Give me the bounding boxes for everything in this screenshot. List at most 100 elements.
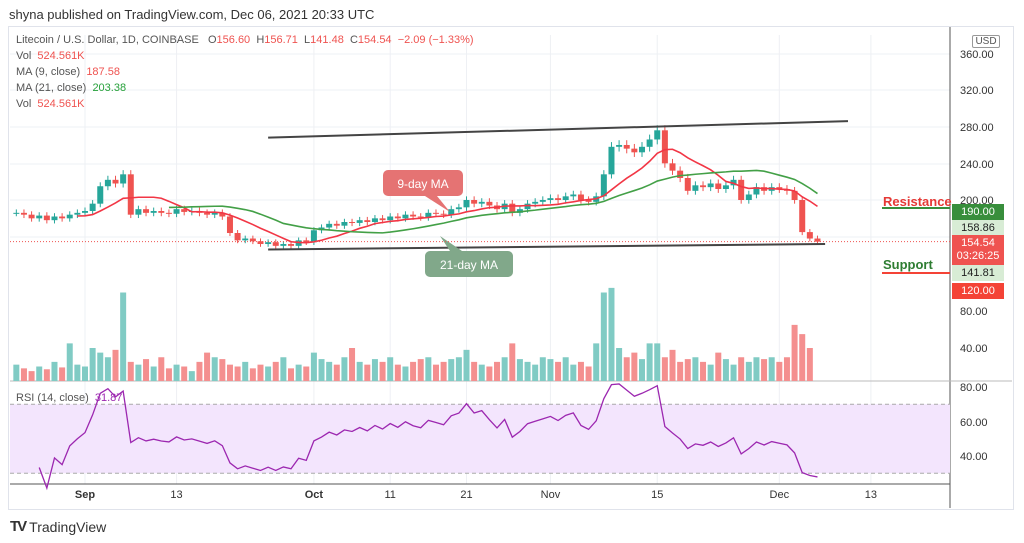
candle-body [402, 214, 409, 219]
volume-bar [402, 366, 409, 381]
volume-bar [471, 361, 478, 381]
volume-bar [196, 361, 203, 381]
volume-bar [265, 366, 272, 381]
legend-symbol: Litecoin / U.S. Dollar, 1D, COINBASE O15… [16, 34, 474, 46]
candle-body [333, 223, 340, 226]
candle-body [272, 242, 279, 246]
volume-bar [234, 366, 241, 381]
volume-bar [379, 361, 386, 381]
trend-line [268, 243, 826, 251]
volume-bar [432, 364, 439, 381]
candle-body [82, 211, 88, 213]
volume-bar [463, 349, 470, 381]
volume-bar [562, 357, 569, 381]
candle-body [303, 240, 310, 243]
volume-bar [59, 367, 66, 381]
volume-bar [425, 357, 432, 381]
candle-body [173, 209, 180, 214]
volume-bar [440, 361, 447, 381]
rsi-tick: 60.00 [960, 417, 988, 429]
candle-body [97, 186, 104, 204]
candle-body [806, 232, 813, 239]
l-label: L [304, 34, 311, 46]
volume-bar [753, 357, 760, 381]
candle-body [700, 185, 707, 188]
date-tick: Sep [75, 489, 95, 501]
volume-bar [356, 361, 363, 381]
candle-body [181, 209, 188, 212]
ma21-callout-text: 21-day MA [440, 258, 498, 272]
volume-bar [494, 361, 501, 381]
ma9-value: 187.58 [86, 66, 120, 78]
volume-bar [677, 361, 684, 381]
candle-body [135, 209, 142, 215]
volume-tick: 80.00 [960, 306, 988, 318]
date-tick: Dec [770, 489, 790, 501]
volume-bar [600, 292, 607, 381]
volume-bar [394, 364, 401, 381]
candle-body [127, 174, 134, 215]
volume-bar [616, 348, 623, 381]
candle-body [226, 216, 233, 234]
volume-bar [295, 364, 302, 381]
candle-body [539, 200, 546, 202]
footer-brand[interactable]: TV TradingView [10, 518, 106, 535]
candle-body [532, 201, 539, 204]
volume-bar [722, 359, 729, 381]
candle-body [89, 203, 96, 212]
ma2-price-tag: 141.81 [952, 265, 1004, 281]
chart-frame[interactable] [8, 26, 1014, 510]
candle-body [394, 216, 401, 219]
volume-bar [226, 364, 233, 381]
ma21-line [168, 169, 818, 234]
legend-ma9: MA (9, close) 187.58 [16, 66, 120, 78]
candle-body [661, 130, 668, 164]
candle-body [356, 220, 363, 223]
candle-body [669, 163, 676, 171]
candle-body [257, 241, 264, 245]
volume-bar [783, 357, 790, 381]
legend-vol: Vol 524.561K [16, 50, 85, 62]
candle-body [310, 230, 317, 243]
volume-bar [509, 343, 516, 381]
volume-bar [738, 357, 745, 381]
date-tick: 13 [865, 489, 877, 501]
volume-bar [364, 364, 371, 381]
currency-label[interactable]: USD [972, 35, 1000, 48]
volume-bar [150, 366, 157, 381]
volume-bar [417, 359, 424, 381]
candle-body [326, 223, 333, 228]
candle-body [616, 144, 623, 147]
volume-bar [638, 359, 645, 381]
publish-info: shyna published on TradingView.com, Dec … [9, 7, 375, 22]
candle-body [692, 185, 699, 191]
date-tick: 13 [170, 489, 182, 501]
candle-body [410, 214, 417, 217]
candle-body [204, 212, 211, 215]
volume-bar [570, 364, 577, 381]
volume-bar [501, 357, 508, 381]
candle-body [20, 212, 27, 215]
candle-body [13, 212, 20, 214]
volume-bar [768, 357, 775, 381]
candle-body [379, 218, 386, 221]
volume-bar [333, 364, 340, 381]
candle-body [349, 222, 356, 224]
close-value: 154.54 [357, 34, 392, 46]
volume-bar [631, 352, 638, 381]
resistance-label: Resistance [883, 194, 952, 209]
candle-body [677, 170, 684, 178]
candle-body [631, 148, 638, 153]
candle-body [432, 212, 439, 214]
ma9-line [77, 148, 818, 244]
candle-body [43, 215, 50, 221]
volume-bar [97, 352, 104, 381]
volume-bar [799, 334, 806, 381]
ma-price-tag: 158.86 [952, 220, 1004, 236]
volume-bar [608, 287, 615, 381]
candle-body [165, 212, 172, 214]
candle-body [417, 216, 424, 218]
volume-bar [516, 359, 523, 381]
candle-body [143, 209, 150, 213]
